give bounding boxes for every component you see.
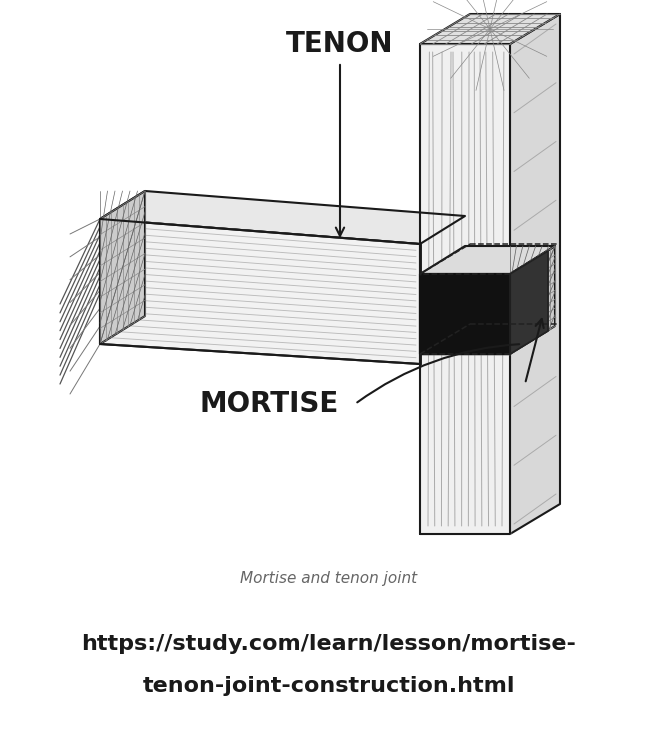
Text: TENON: TENON xyxy=(286,30,393,58)
Polygon shape xyxy=(100,191,465,244)
Polygon shape xyxy=(420,274,510,354)
Polygon shape xyxy=(420,274,510,354)
Polygon shape xyxy=(510,14,560,534)
Polygon shape xyxy=(510,251,548,354)
FancyArrowPatch shape xyxy=(357,344,519,402)
Text: tenon-joint-construction.html: tenon-joint-construction.html xyxy=(143,676,515,696)
Polygon shape xyxy=(420,246,555,274)
Text: MORTISE: MORTISE xyxy=(200,390,340,418)
Polygon shape xyxy=(100,191,145,344)
Polygon shape xyxy=(420,44,510,534)
Polygon shape xyxy=(510,246,555,354)
Polygon shape xyxy=(100,219,420,364)
Polygon shape xyxy=(420,14,560,44)
Text: https://study.com/learn/lesson/mortise-: https://study.com/learn/lesson/mortise- xyxy=(82,634,576,654)
Text: Mortise and tenon joint: Mortise and tenon joint xyxy=(240,572,418,586)
FancyArrowPatch shape xyxy=(526,319,544,381)
